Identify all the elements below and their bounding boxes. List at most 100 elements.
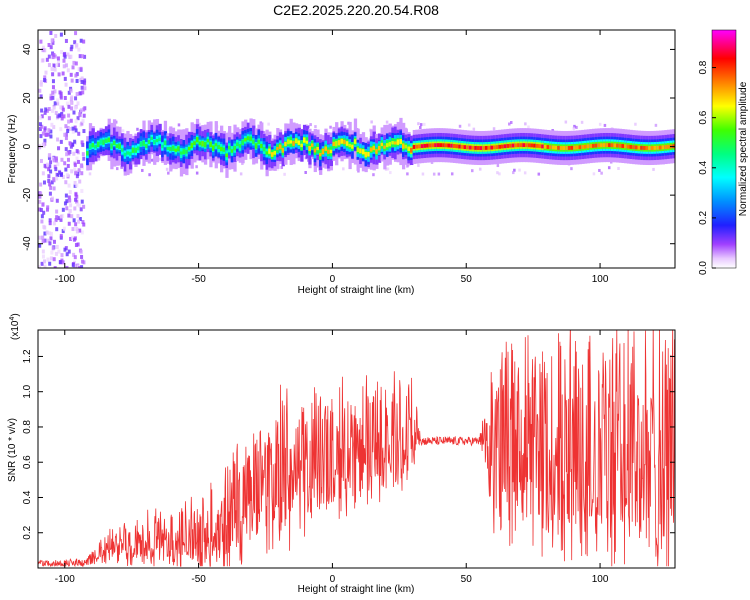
heatmap-cell — [383, 145, 387, 149]
heatmap-cell — [49, 169, 53, 174]
heatmap-cell — [51, 196, 55, 201]
heatmap-cell — [283, 172, 286, 176]
heatmap-cell — [65, 152, 69, 157]
heatmap-cell — [61, 207, 65, 212]
heatmap-cell — [195, 165, 198, 169]
heatmap-cell — [63, 247, 67, 252]
heatmap-cell — [241, 139, 245, 145]
snr-frame — [37, 329, 676, 569]
y-tick-label: 20 — [22, 92, 33, 104]
heatmap-cell — [337, 140, 342, 146]
heatmap-cell — [48, 241, 52, 246]
heatmap-cell — [65, 252, 69, 257]
heatmap-cell — [458, 144, 462, 149]
heatmap-cell — [79, 91, 83, 96]
figure-title: C2E2.2025.220.20.54.R08 — [273, 2, 439, 18]
heatmap-cell — [610, 143, 615, 148]
colorbar-tick-label: 0.6 — [698, 110, 709, 124]
y-tick-label: 1.0 — [22, 384, 33, 398]
heatmap-cell — [163, 140, 168, 146]
heatmap-cell — [249, 136, 253, 142]
heatmap-cell — [82, 80, 86, 85]
heatmap-cell — [589, 144, 593, 149]
heatmap-cell — [198, 122, 201, 126]
heatmap-cell — [72, 218, 76, 223]
heatmap-cell — [82, 107, 86, 112]
heatmap-cell — [54, 218, 58, 223]
heatmap-cell — [147, 139, 152, 144]
heatmap-cell — [308, 145, 312, 151]
heatmap-cell — [252, 139, 256, 144]
heatmap-cell — [209, 141, 213, 147]
heatmap-cell — [74, 31, 78, 36]
heatmap-cell — [537, 172, 541, 176]
heatmap-cell — [286, 139, 291, 145]
heatmap-cell — [82, 129, 86, 134]
heatmap-cell — [47, 116, 51, 121]
heatmap-cell — [570, 167, 573, 171]
heatmap-cell — [69, 88, 73, 93]
heatmap-cell — [74, 222, 78, 227]
heatmap-cell — [47, 42, 51, 47]
heatmap-cell — [166, 146, 170, 151]
heatmap-cell — [64, 82, 68, 87]
heatmap-cell — [177, 123, 181, 127]
heatmap-cell — [174, 148, 178, 152]
heatmap-cell — [613, 143, 617, 148]
heatmap-cell — [43, 264, 47, 268]
heatmap-cell — [241, 162, 244, 166]
heatmap-cell — [80, 76, 84, 81]
heatmap-cell — [605, 143, 609, 148]
heatmap-cell — [52, 63, 56, 68]
heatmap-cell — [538, 144, 542, 149]
heatmap-cell — [47, 128, 51, 133]
heatmap-cell — [39, 39, 43, 44]
heatmap-cell — [332, 141, 336, 147]
heatmap-cell — [305, 140, 309, 144]
heatmap-cell — [372, 173, 375, 177]
heatmap-cell — [73, 125, 77, 130]
heatmap-cell — [76, 159, 80, 164]
heatmap-cell — [76, 264, 80, 268]
heatmap-cell — [407, 146, 411, 151]
heatmap-cell — [112, 140, 117, 146]
heatmap-cell — [39, 94, 43, 99]
heatmap-cell — [423, 143, 427, 148]
heatmap-cell — [406, 172, 409, 176]
heatmap-frame — [37, 29, 676, 269]
heatmap-cell — [49, 45, 53, 50]
heatmap-cell — [59, 127, 63, 132]
heatmap-cell — [74, 197, 78, 202]
heatmap-cell — [49, 231, 53, 236]
heatmap-cell — [43, 138, 47, 143]
heatmap-cell — [66, 129, 70, 134]
heatmap-cell — [75, 229, 79, 234]
heatmap-cell — [179, 151, 184, 155]
heatmap-cell — [600, 171, 603, 175]
heatmap-cell — [54, 110, 58, 115]
heatmap-cell — [40, 124, 44, 129]
heatmap-cell — [79, 249, 83, 254]
heatmap-cell — [81, 118, 85, 123]
heatmap-cell — [60, 253, 64, 258]
heatmap-cell — [634, 122, 637, 126]
heatmap-cell — [169, 146, 173, 151]
heatmap-cell — [43, 231, 47, 236]
heatmap-cell — [68, 141, 72, 146]
heatmap-cell — [450, 172, 454, 176]
heatmap-cell — [519, 143, 524, 148]
heatmap-cell — [185, 149, 189, 154]
heatmap-cell — [525, 143, 529, 148]
heatmap-cell — [67, 213, 71, 218]
heatmap-cell — [554, 145, 558, 150]
heatmap-cell — [68, 190, 72, 195]
heatmap-cell — [49, 236, 53, 241]
heatmap-cell — [61, 260, 65, 265]
heatmap-cell — [41, 239, 45, 244]
heatmap-cell — [41, 45, 45, 50]
heatmap-cell — [82, 204, 86, 209]
heatmap-cell — [487, 145, 491, 150]
heatmap-cell — [236, 142, 240, 147]
heatmap-cell — [74, 61, 78, 66]
heatmap-cell — [120, 148, 125, 152]
